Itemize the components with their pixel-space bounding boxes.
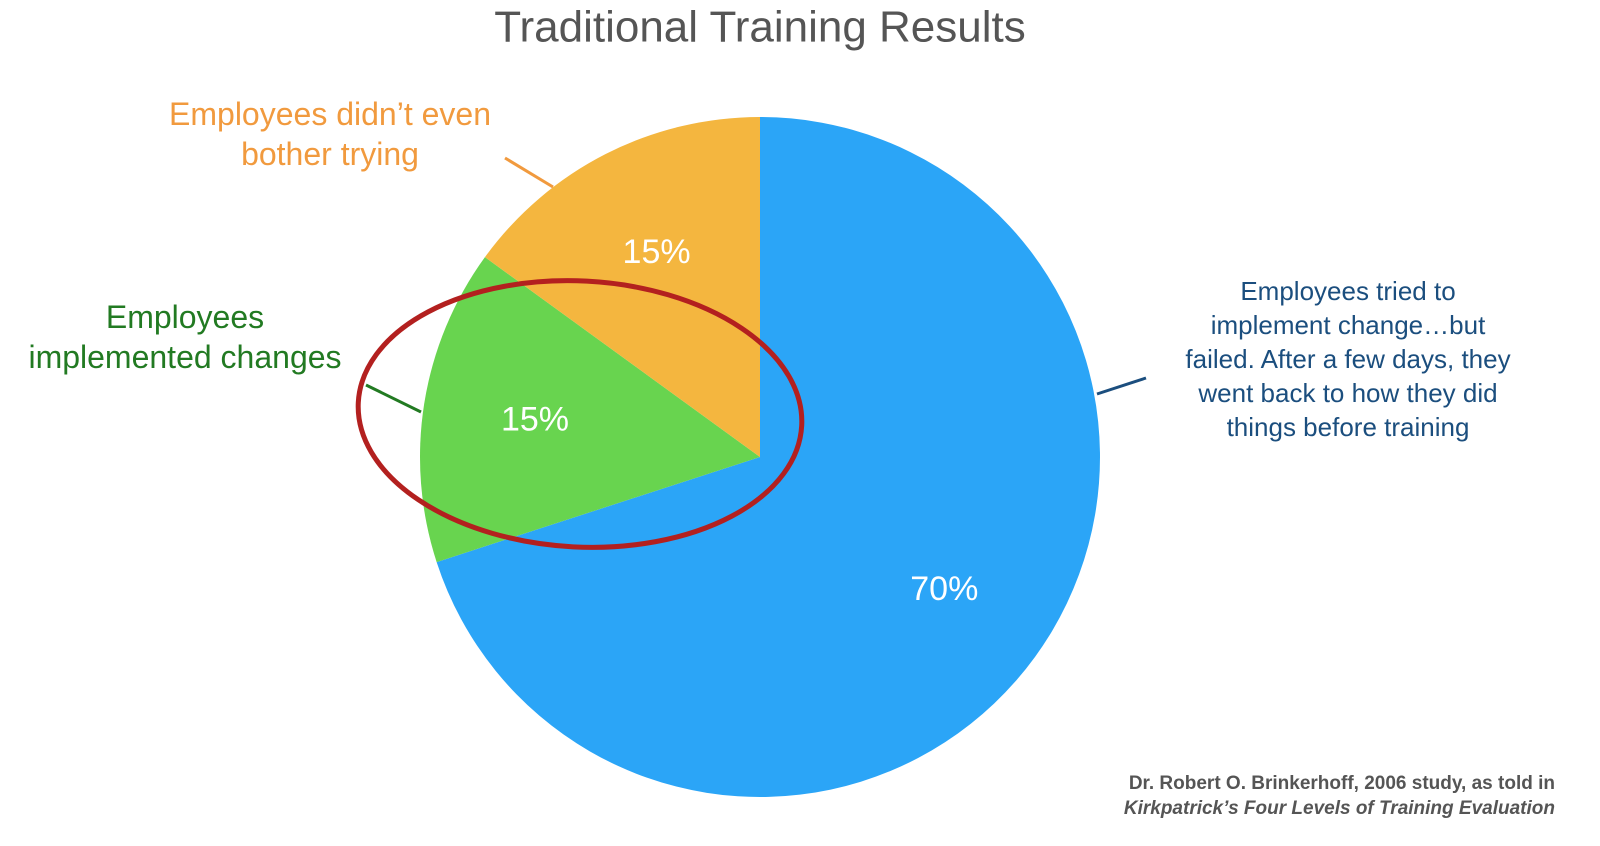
value-label: 15% — [501, 400, 569, 438]
leader-line — [504, 156, 554, 189]
value-label: 70% — [910, 570, 978, 608]
pie-slice — [420, 257, 760, 563]
chart-title: Traditional Training Results — [494, 3, 1026, 52]
source-note: Dr. Robert O. Brinkerhoff, 2006 study, a… — [1129, 773, 1555, 794]
leader-line — [365, 383, 422, 414]
pie-slice — [436, 117, 1101, 797]
category-label: Employees tried to implement change…but fa… — [1185, 276, 1510, 442]
leader-line — [1096, 376, 1147, 396]
pie — [420, 117, 1101, 797]
value-label: 15% — [623, 233, 691, 271]
highlight-ellipse — [355, 278, 805, 550]
category-label: Employees implemented changes — [28, 299, 341, 375]
source-note: Kirkpatrick’s Four Levels of Training Ev… — [1124, 798, 1555, 819]
category-label: Employees didn’t even bother trying — [169, 96, 491, 172]
